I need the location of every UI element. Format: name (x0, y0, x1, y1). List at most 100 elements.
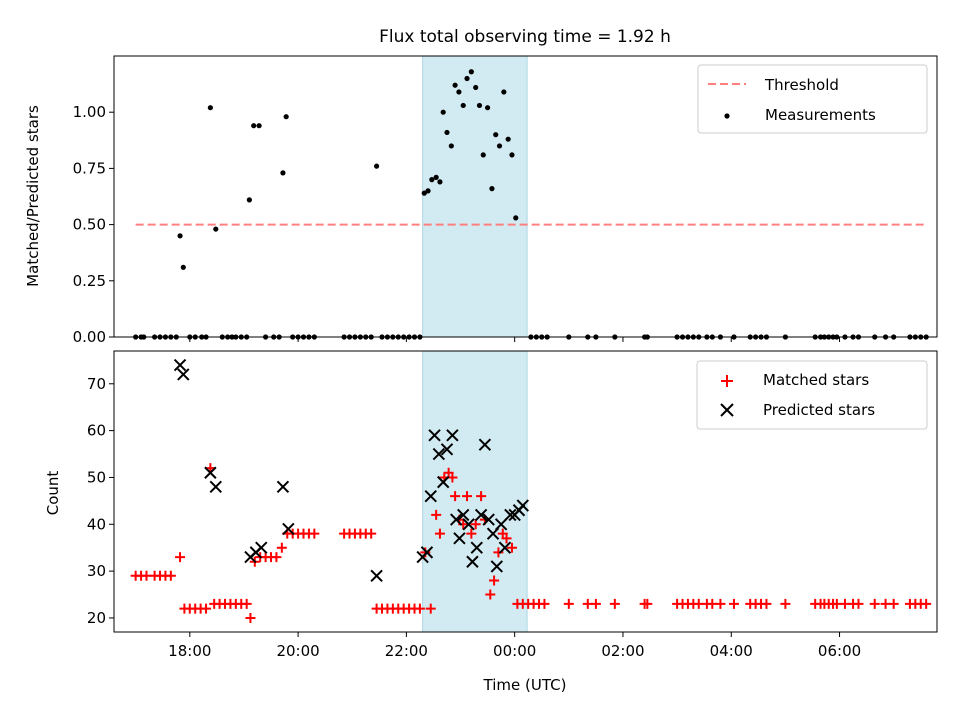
matched-star-markers (130, 463, 932, 623)
measurement-point (246, 197, 252, 203)
bottom-y-tick-label: 30 (87, 562, 106, 580)
measurement-point (464, 75, 470, 82)
matched-star-marker (761, 598, 772, 609)
chart-title: Flux total observing time = 1.92 h (379, 27, 671, 47)
matched-star-marker (539, 598, 550, 609)
bottom-shaded-span (422, 350, 528, 633)
bottom-y-tick-label: 70 (87, 375, 106, 393)
measurement-point (505, 136, 511, 142)
matched-star-marker (506, 542, 517, 553)
measurement-point (425, 188, 431, 194)
matched-star-marker (728, 598, 739, 609)
bottom-y-tick-label: 50 (87, 468, 106, 486)
predicted-star-marker (420, 546, 434, 559)
predicted-star-marker (209, 480, 222, 494)
legend-measurements-icon (724, 113, 730, 119)
legend-matched-label: Matched stars (763, 371, 869, 389)
predicted-star-marker (432, 447, 446, 461)
x-axis-label: Time (UTC) (483, 676, 567, 694)
matched-star-marker (780, 598, 791, 609)
matched-star-marker (366, 528, 377, 539)
measurement-point (180, 264, 186, 270)
predicted-star-marker (177, 368, 190, 381)
predicted-star-marker (470, 541, 483, 554)
measurement-point (440, 109, 446, 115)
matched-star-marker (476, 491, 487, 502)
measurement-point (513, 215, 519, 221)
measurement-point (448, 143, 454, 149)
measurement-point (283, 114, 289, 120)
measurement-point (177, 233, 183, 239)
predicted-star-marker (453, 532, 466, 545)
measurement-point (489, 186, 495, 192)
measurement-point (476, 102, 483, 109)
predicted-star-marker (478, 438, 492, 451)
measurement-point (280, 170, 286, 176)
predicted-star-marker (490, 560, 504, 573)
matched-star-marker (175, 552, 186, 563)
predicted-star-marker (504, 508, 517, 522)
bottom-y-tick-label: 60 (87, 422, 106, 440)
measurement-point (429, 177, 435, 183)
x-tick-label: 22:00 (385, 642, 428, 660)
matched-star-marker (642, 598, 653, 609)
bottom-y-ticks: 20 30 40 50 60 70 (87, 375, 114, 627)
measurement-point (374, 163, 380, 169)
bottom-plot-frame (113, 350, 938, 633)
measurement-point (207, 105, 213, 111)
matched-star-marker (609, 598, 620, 609)
bottom-panel: 20 30 40 50 60 70 18:00 20:00 22:00 00:00 02:00 04… (44, 350, 938, 694)
measurement-point (433, 174, 439, 180)
predicted-star-marker (466, 555, 479, 568)
matched-star-marker (462, 491, 473, 502)
matched-star-marker (425, 603, 436, 614)
matched-star-marker (450, 491, 461, 502)
legend-matched-icon (721, 375, 733, 387)
legend-threshold-label: Threshold (764, 76, 839, 94)
matched-star-marker (485, 589, 496, 600)
legend-measurements-label: Measurements (765, 106, 876, 124)
measurement-point (493, 132, 499, 138)
measurement-point (251, 123, 257, 129)
x-tick-label: 18:00 (168, 642, 211, 660)
matched-star-marker (853, 598, 864, 609)
predicted-star-marker (424, 489, 437, 503)
predicted-star-marker (498, 541, 512, 554)
matched-star-marker (888, 598, 899, 609)
top-y-ticks: 0.00 0.25 0.50 0.75 1.00 (73, 103, 114, 346)
matched-star-marker (563, 598, 574, 609)
predicted-star-marker (516, 499, 530, 512)
top-plot-frame (113, 55, 938, 338)
matched-star-marker (869, 598, 880, 609)
top-shaded-span (422, 55, 528, 338)
top-panel: 0.00 0.25 0.50 0.75 1.00 Matched/Predicted s… (24, 55, 938, 346)
matched-star-marker (201, 603, 212, 614)
x-tick-label: 02:00 (601, 642, 644, 660)
top-y-tick-label: 0.25 (73, 272, 106, 290)
measurement-point (496, 143, 503, 149)
matched-star-marker (431, 509, 442, 520)
matched-star-marker (590, 598, 601, 609)
measurement-point (473, 84, 479, 91)
bottom-y-axis-label: Count (44, 471, 62, 516)
predicted-star-marker (462, 518, 475, 531)
x-tick-label: 04:00 (710, 642, 753, 660)
predicted-star-marker (474, 508, 488, 522)
measurement-point (501, 89, 507, 95)
predicted-star-markers (173, 358, 530, 583)
predicted-star-marker (449, 513, 463, 526)
predicted-star-marker (446, 429, 459, 442)
x-tick-label: 20:00 (276, 642, 319, 660)
bottom-x-ticks: 18:00 20:00 22:00 00:00 02:00 04:00 06:00 (168, 632, 861, 660)
predicted-star-marker (276, 480, 290, 494)
measurement-point (460, 102, 466, 109)
matched-star-marker (271, 552, 282, 563)
matched-star-marker (470, 519, 481, 530)
matched-star-marker (165, 570, 176, 581)
predicted-star-marker (440, 443, 454, 456)
top-y-tick-label: 0.00 (73, 328, 106, 346)
measurement-point (509, 152, 515, 158)
legend-predicted-icon (720, 403, 734, 417)
top-x-ticks (189, 337, 841, 342)
